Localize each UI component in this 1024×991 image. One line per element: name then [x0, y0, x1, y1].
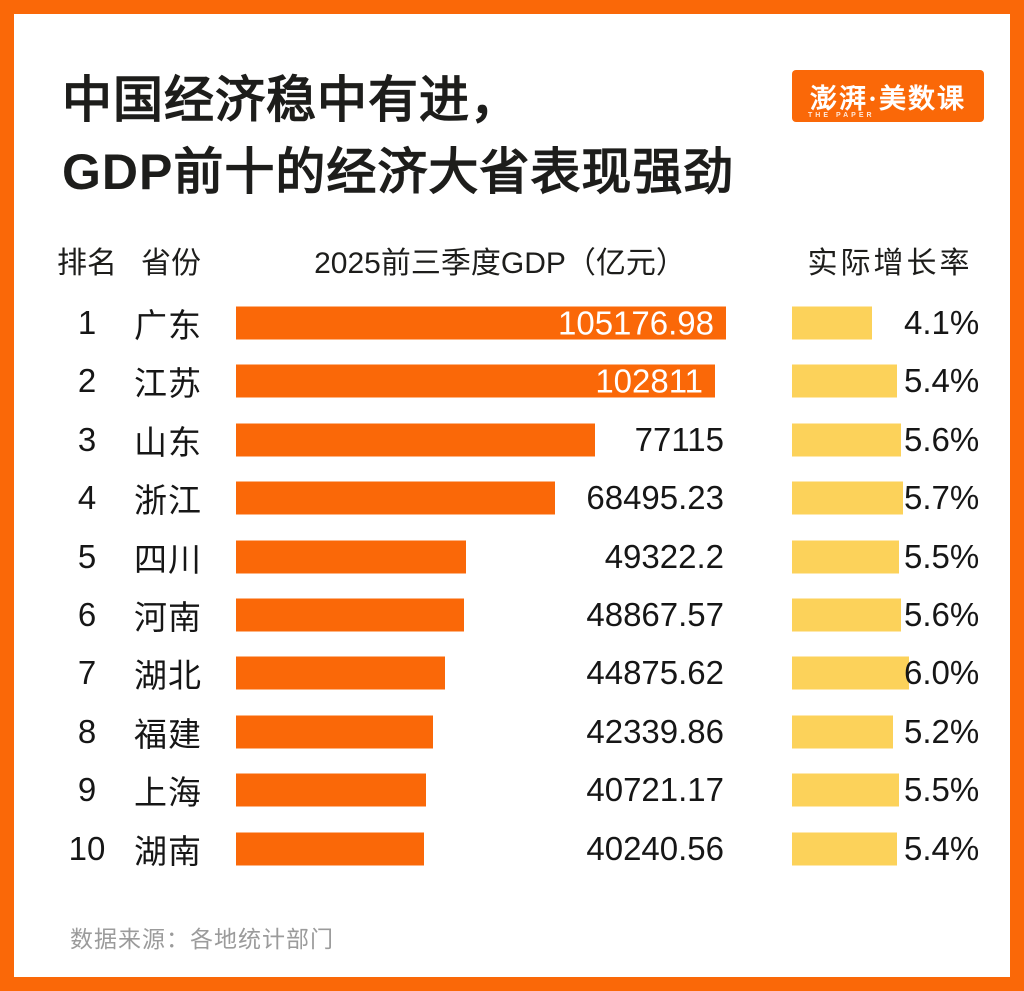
rank-cell: 8 [77, 712, 97, 750]
growth-value: 5.5% [904, 771, 980, 809]
growth-value: 6.0% [904, 654, 980, 692]
header-growth: 实际增长率 [807, 247, 973, 280]
page-title: 中国经济稳中有进， GDP前十的经济大省表现强劲 [62, 64, 734, 208]
thepaper-logo: 澎湃·美数课 THE PAPER [792, 70, 984, 122]
gdp-value-inside: 105176.98 [558, 304, 714, 341]
gdp-bar: 105176.98 [236, 304, 726, 341]
gdp-bar [236, 832, 424, 866]
province-cell: 福建 [134, 715, 202, 753]
header-province: 省份 [141, 247, 201, 280]
rank-cell: 3 [77, 420, 97, 458]
growth-bar [792, 715, 894, 749]
rank-cell: 7 [77, 654, 97, 692]
table-row: 2 江苏 102811 5.4% [14, 352, 1024, 410]
province-cell: 广东 [134, 307, 202, 344]
title-line-2: GDP前十的经济大省表现强劲 [62, 144, 735, 200]
growth-value: 5.6% [904, 420, 980, 458]
column-headers: 排名 省份 2025前三季度GDP（亿元） 实际增长率 [14, 238, 1024, 282]
title-line-1: 中国经济稳中有进， [62, 72, 521, 128]
province-cell: 江苏 [134, 365, 202, 403]
gdp-value-outside: 42339.86 [586, 712, 724, 750]
gdp-bar [236, 656, 446, 690]
growth-bar [792, 656, 909, 690]
gdp-bar [236, 423, 596, 457]
province-cell: 湖北 [134, 657, 202, 695]
growth-bar [792, 364, 898, 398]
rank-cell: 5 [77, 537, 97, 575]
gdp-bar [236, 773, 426, 807]
header-rank: 排名 [57, 247, 117, 280]
growth-bar [792, 832, 898, 866]
gdp-value-outside: 40721.17 [586, 771, 724, 809]
growth-value: 5.2% [904, 712, 980, 750]
growth-bar [792, 481, 904, 515]
rank-cell: 2 [77, 362, 97, 400]
growth-value: 5.6% [904, 596, 980, 633]
gdp-value-outside: 68495.23 [586, 479, 724, 517]
growth-bar [792, 306, 872, 340]
rank-cell: 9 [77, 771, 97, 809]
data-source-note: 数据来源：各地统计部门 [70, 926, 334, 952]
logo-subtext: THE PAPER [808, 112, 875, 119]
table-row: 1 广东 105176.98 4.1% [14, 294, 1024, 352]
gdp-value-outside: 77115 [634, 420, 724, 458]
header-gdp: 2025前三季度GDP（亿元） [314, 247, 686, 280]
growth-bar [792, 540, 900, 574]
gdp-bar [236, 715, 434, 749]
growth-value: 5.4% [904, 829, 980, 867]
province-cell: 河南 [134, 599, 202, 636]
table-row: 7 湖北 44875.62 6.0% [14, 644, 1024, 702]
province-cell: 山东 [134, 423, 202, 461]
gdp-value-outside: 49322.2 [604, 537, 724, 575]
table-row: 3 山东 77115 5.6% [14, 411, 1024, 469]
province-cell: 浙江 [134, 482, 202, 520]
province-cell: 四川 [134, 540, 202, 578]
growth-bar [792, 773, 900, 807]
growth-bar [792, 423, 902, 457]
growth-value: 5.7% [904, 479, 980, 517]
gdp-bar [236, 598, 464, 632]
gdp-value-inside: 102811 [595, 362, 703, 400]
growth-value: 5.5% [904, 537, 980, 575]
table-row: 9 上海 40721.17 5.5% [14, 761, 1024, 819]
rank-cell: 6 [77, 596, 97, 633]
table-row: 10 湖南 40240.56 5.4% [14, 820, 1024, 878]
gdp-value-outside: 48867.57 [586, 596, 724, 633]
province-cell: 上海 [134, 774, 202, 812]
gdp-value-outside: 44875.62 [586, 654, 724, 692]
growth-value: 5.4% [904, 362, 980, 400]
gdp-bar [236, 481, 556, 515]
gdp-bar: 102811 [236, 362, 715, 400]
gdp-value-outside: 40240.56 [586, 829, 724, 867]
table-row: 4 浙江 68495.23 5.7% [14, 469, 1024, 527]
rank-cell: 4 [77, 479, 97, 517]
rank-cell: 1 [77, 304, 97, 341]
table-row: 6 河南 48867.57 5.6% [14, 586, 1024, 644]
table-row: 5 四川 49322.2 5.5% [14, 528, 1024, 586]
logo-wordmark: 澎湃·美数课 [809, 83, 966, 114]
rank-cell: 10 [68, 829, 106, 867]
province-cell: 湖南 [134, 832, 202, 870]
table-row: 8 福建 42339.86 5.2% [14, 703, 1024, 761]
growth-value: 4.1% [904, 304, 980, 341]
gdp-bar [236, 540, 466, 574]
growth-bar [792, 598, 902, 632]
